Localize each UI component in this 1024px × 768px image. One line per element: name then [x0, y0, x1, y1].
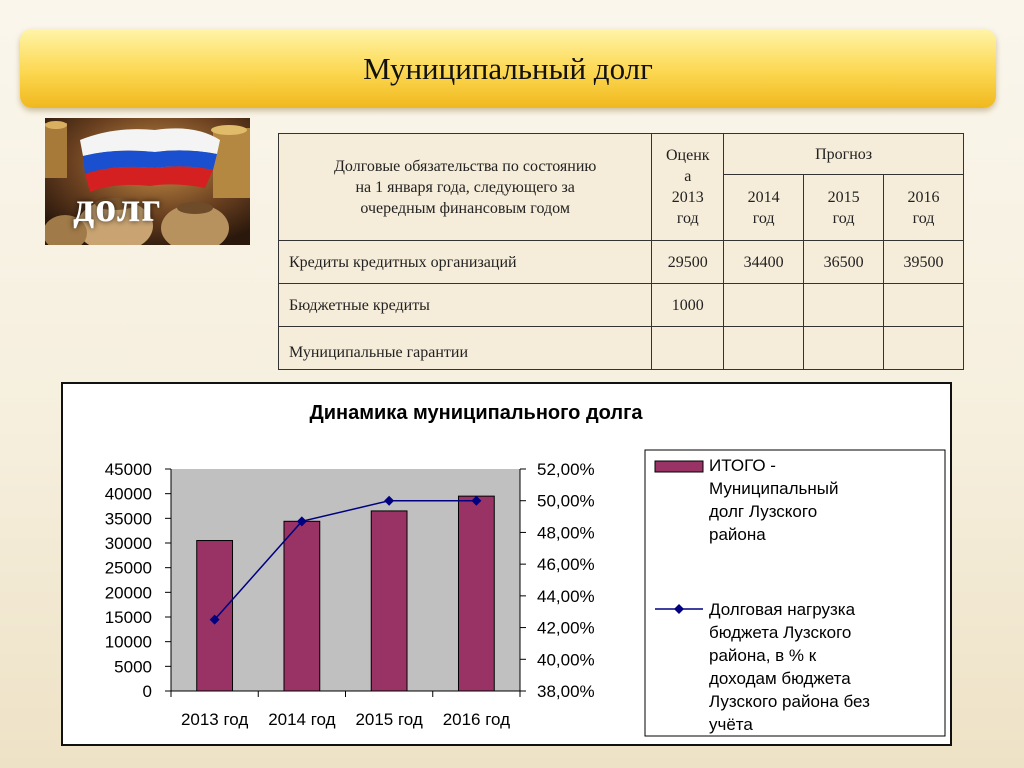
forecast-year-cell: 2016 год: [883, 174, 964, 241]
estimate-label-line: 2013: [671, 189, 704, 206]
table-cell: [803, 283, 885, 327]
legend-label-bar: долг Лузского: [709, 502, 817, 521]
chart-title: Динамика муниципального долга: [309, 402, 643, 424]
forecast-header-cell: Прогноз: [723, 133, 964, 175]
estimate-label-line: а: [684, 168, 692, 185]
table-cell: [651, 326, 725, 370]
x-tick-label: 2014 год: [268, 710, 335, 729]
legend-swatch-marker: [674, 604, 684, 614]
line-point: [384, 495, 395, 506]
legend-label-line: бюджета Лузского: [709, 623, 851, 642]
table-cell: 29500: [651, 240, 725, 284]
legend-box: [644, 449, 946, 737]
forecast-year-line: год: [912, 209, 935, 227]
line-series: [214, 499, 477, 621]
page-title: Муниципальный долг: [363, 50, 653, 86]
legend-label-bar: Муниципальный: [709, 479, 839, 498]
y-left-tick-label: 45000: [105, 460, 152, 479]
y-left-tick-label: 10000: [105, 633, 152, 652]
x-tick-label: 2013 год: [181, 710, 248, 729]
forecast-year-line: год: [832, 209, 855, 227]
image-caption: долг: [73, 185, 162, 231]
header-label-cell: Долговые обязательства по состоянию на 1…: [277, 133, 653, 241]
legend-label-line: Долговая нагрузка: [709, 600, 856, 619]
legend-label-line: доходам бюджета: [709, 669, 851, 688]
forecast-year-line: 2015: [827, 188, 860, 206]
forecast-year-line: 2016: [907, 188, 940, 206]
table-cell: 1000: [651, 283, 725, 327]
y-left-tick-label: 40000: [105, 485, 152, 504]
y-right-tick-label: 52,00%: [537, 460, 595, 479]
legend-label-line: Лузского района без: [709, 692, 870, 711]
line-point: [209, 614, 220, 625]
y-left-tick-label: 20000: [105, 583, 152, 602]
table-row: Кредиты кредитных организаций 29500 3440…: [277, 240, 964, 284]
bar: [370, 510, 408, 692]
forecast-year-cell: 2014 год: [723, 174, 805, 241]
y-right-tick-label: 42,00%: [537, 619, 595, 638]
forecast-year-line: год: [752, 209, 775, 227]
table-cell: 34400: [723, 240, 805, 284]
row-label: Муниципальные гарантии: [277, 326, 653, 370]
header-label-line: очередным финансовым годом: [360, 199, 570, 217]
legend-label-line: учёта: [709, 715, 753, 734]
forecast-year-line: 2014: [747, 188, 780, 206]
y-right-tick-label: 50,00%: [537, 492, 595, 511]
forecast-year-cell: 2015 год: [803, 174, 885, 241]
x-tick-label: 2015 год: [355, 710, 422, 729]
table-cell: [883, 283, 964, 327]
row-label: Бюджетные кредиты: [277, 283, 653, 327]
debt-image: долг: [45, 118, 250, 245]
table-cell: 36500: [803, 240, 885, 284]
estimate-label-line: год: [676, 210, 699, 227]
y-right-tick-label: 48,00%: [537, 523, 595, 542]
line-point: [471, 495, 482, 506]
row-label: Кредиты кредитных организаций: [277, 240, 653, 284]
table-cell: [723, 326, 805, 370]
y-left-tick-label: 0: [143, 682, 152, 701]
chart-container: Динамика муниципального долга 0 5000 10000 1…: [61, 382, 952, 746]
table-cell: 39500: [883, 240, 964, 284]
y-left-tick-label: 15000: [105, 608, 152, 627]
y-left-tick-label: 5000: [114, 657, 152, 676]
legend-swatch-bar: [654, 460, 704, 473]
table-cell: [803, 326, 885, 370]
y-right-tick-label: 40,00%: [537, 650, 595, 669]
estimate-header-cell: Оценк а 2013 год: [651, 133, 725, 241]
y-left-tick-label: 35000: [105, 509, 152, 528]
bar: [283, 520, 321, 692]
line-point: [296, 516, 307, 527]
bar: [457, 495, 495, 692]
y-right-tick-label: 38,00%: [537, 682, 595, 701]
header-label-line: Долговые обязательства по состоянию: [334, 157, 597, 175]
legend-label-line: района, в % к: [709, 646, 817, 665]
y-right-tick-label: 46,00%: [537, 555, 595, 574]
x-tick-label: 2016 год: [443, 710, 510, 729]
table-cell: [883, 326, 964, 370]
debt-table: Долговые обязательства по состоянию на 1…: [277, 133, 964, 370]
y-right-tick-label: 44,00%: [537, 587, 595, 606]
table-row: Бюджетные кредиты 1000: [277, 283, 964, 327]
chart-svg: Динамика муниципального долга 0 5000 10000 1…: [105, 402, 946, 737]
y-left-tick-label: 30000: [105, 534, 152, 553]
table-row: Муниципальные гарантии: [277, 326, 964, 370]
header-label-line: на 1 января года, следующего за: [355, 178, 575, 196]
table-cell: [723, 283, 805, 327]
estimate-label-line: Оценк: [665, 147, 710, 164]
legend-label-bar: ИТОГО -: [709, 456, 776, 475]
y-left-tick-label: 25000: [105, 559, 152, 578]
title-bar: Муниципальный долг: [20, 29, 996, 108]
legend-label-bar: района: [709, 525, 766, 544]
